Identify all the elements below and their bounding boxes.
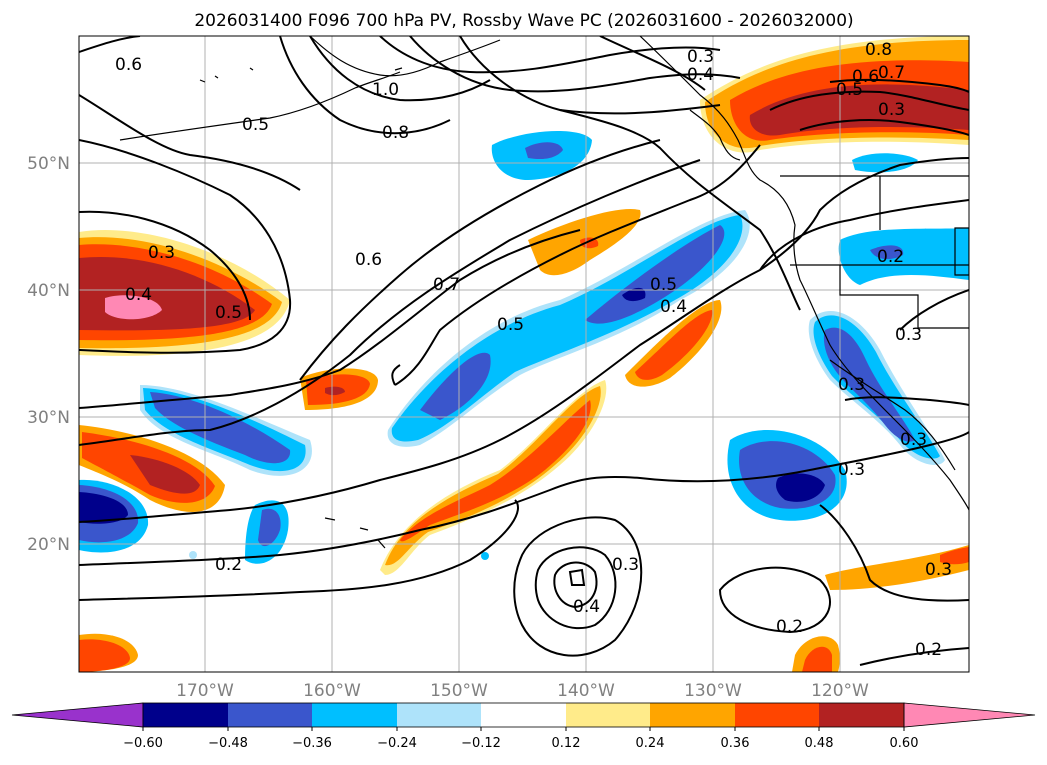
map-frame	[78, 35, 970, 673]
contour-label: 0.5	[650, 275, 677, 295]
lat-label-30n: 30°N	[27, 408, 70, 428]
colorbar-tick-label: −0.60	[123, 736, 163, 751]
colorbar-segment	[143, 703, 228, 727]
contour-label: 0.8	[382, 123, 409, 143]
colorbar-tick-label: 0.24	[636, 736, 665, 751]
contour-label: 0.3	[612, 555, 639, 575]
contour-label: 0.4	[573, 597, 600, 617]
colorbar-tick-label: −0.36	[292, 736, 332, 751]
pc-shading	[79, 36, 969, 672]
contour-label: 0.6	[355, 250, 382, 270]
contour-label: 0.3	[878, 100, 905, 120]
contour-label: 1.0	[372, 80, 399, 100]
contour-label: 0.6	[115, 55, 142, 75]
contour-label: 0.4	[125, 285, 152, 305]
lon-label-170w: 170°W	[176, 681, 234, 701]
contour-label: 0.4	[660, 297, 687, 317]
contour-labels: 0.6 0.5 1.0 0.8 0.3 0.4 0.8 0.7 0.6 0.5 …	[115, 40, 952, 660]
lat-label-40n: 40°N	[27, 281, 70, 301]
contour-label: 0.6	[852, 67, 879, 87]
colorbar-segment	[650, 703, 735, 727]
contour-label: 0.7	[433, 275, 460, 295]
colorbar-segment	[735, 703, 819, 727]
contour-label: 0.5	[215, 303, 242, 323]
colorbar-segment	[481, 703, 566, 727]
lon-label-120w: 120°W	[811, 681, 869, 701]
positive-anomaly-se	[825, 545, 969, 590]
lon-label-150w: 150°W	[430, 681, 488, 701]
lon-label-160w: 160°W	[303, 681, 361, 701]
map-panel: 0.6 0.5 1.0 0.8 0.3 0.4 0.8 0.7 0.6 0.5 …	[78, 35, 970, 673]
colorbar-tick-label: −0.24	[377, 736, 417, 751]
contour-label: 0.2	[915, 640, 942, 660]
longitude-labels: 170°W 160°W 150°W 140°W 130°W 120°W	[176, 681, 869, 701]
contour-label: 0.3	[838, 375, 865, 395]
contour-label: 0.2	[215, 555, 242, 575]
pv-contours	[79, 36, 969, 666]
contour-label: 0.2	[877, 247, 904, 267]
lat-label-50n: 50°N	[27, 154, 70, 174]
colorbar-segment	[312, 703, 397, 727]
contour-label: 0.4	[687, 65, 714, 85]
contour-label: 0.3	[895, 325, 922, 345]
contour-label: 0.3	[148, 243, 175, 263]
latitude-labels: 50°N 40°N 30°N 20°N	[27, 154, 70, 555]
colorbar-tick-label: 0.48	[805, 736, 834, 751]
contour-label: 0.3	[925, 560, 952, 580]
colorbar-segment	[228, 703, 312, 727]
contour-label: 0.5	[242, 115, 269, 135]
contour-label: 0.3	[687, 47, 714, 67]
colorbar-tick-label: 0.12	[552, 736, 581, 751]
contour-label: 0.5	[836, 80, 863, 100]
colorbar: −0.60 −0.48 −0.36 −0.24 −0.12 0.12 0.24 …	[11, 702, 1036, 751]
colorbar-extend-max	[903, 702, 1036, 728]
coastlines	[119, 36, 969, 549]
contour-label: 0.3	[900, 430, 927, 450]
colorbar-segment	[819, 703, 904, 727]
lon-label-140w: 140°W	[557, 681, 615, 701]
colorbar-tick-label: −0.12	[461, 736, 501, 751]
chart-title: 2026031400 F096 700 hPa PV, Rossby Wave …	[194, 11, 853, 31]
contour-label: 0.3	[838, 460, 865, 480]
contour-label: 0.7	[878, 63, 905, 83]
contour-label: 0.5	[497, 315, 524, 335]
colorbar-segment	[397, 703, 481, 727]
contour-label: 0.8	[865, 40, 892, 60]
colorbar-extend-min	[11, 702, 144, 728]
lat-label-20n: 20°N	[27, 535, 70, 555]
lon-label-130w: 130°W	[684, 681, 742, 701]
colorbar-tick-label: −0.48	[208, 736, 248, 751]
contour-label: 0.2	[776, 617, 803, 637]
colorbar-segment	[566, 703, 650, 727]
colorbar-tick-label: 0.36	[721, 736, 750, 751]
colorbar-tick-label: 0.60	[890, 736, 919, 751]
